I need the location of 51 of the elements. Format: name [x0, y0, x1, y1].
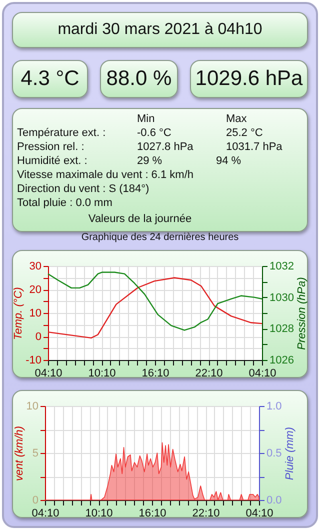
text: Valeurs de la journée [87, 213, 193, 225]
text: Humidité ext. : [17, 155, 88, 167]
y2-tick-label: 1032 [270, 260, 294, 272]
y2-axis-title: Pression (hPa) [296, 276, 308, 350]
text: Pression rel. : [17, 141, 84, 153]
chart-title: Graphique des 24 dernières heures [80, 232, 240, 243]
y2-tick-label: 1030 [270, 292, 294, 304]
y2-tick-label: 0.0 [266, 494, 282, 506]
y2-tick-label: 1.0 [266, 400, 282, 412]
text: Direction du vent : S (184°) [17, 183, 150, 195]
y-tick-label: 10 [29, 308, 42, 320]
x-tick-label: 22:10 [195, 368, 223, 380]
y-tick-label: 0 [35, 331, 42, 343]
y2-tick-label: 0.5 [266, 448, 282, 460]
x-tick-label: 10:10 [85, 508, 113, 520]
text: 1029.6 hPa [190, 60, 308, 98]
text: Température ext. : [17, 127, 106, 139]
line-series [47, 277, 263, 339]
text: 1027.8 hPa [137, 141, 194, 153]
x-tick-label: 04:10 [248, 368, 276, 380]
text: 1031.7 hPa [226, 141, 282, 153]
text: Total pluie : 0.0 mm [17, 197, 112, 209]
text: Vitesse maximale du vent : 6.1 km/h [17, 169, 194, 181]
x-tick-label: 22:10 [192, 508, 220, 520]
y-tick-label: 0 [32, 494, 38, 506]
text: mardi 30 mars 2021 à 04h10 [12, 12, 308, 48]
x-tick-label: 10:10 [88, 368, 116, 380]
text: 25.2 °C [226, 127, 263, 139]
text: -0.6 °C [137, 127, 172, 139]
y-tick-label: 30 [29, 260, 42, 272]
text: 4.3 °C [12, 60, 88, 98]
y-tick-label: -10 [26, 354, 42, 366]
y-tick-label: 5 [32, 448, 38, 460]
x-tick-label: 16:10 [138, 508, 166, 520]
line-series [47, 272, 263, 331]
y-axis-title: vent (km/h) [13, 426, 26, 482]
text: Max [226, 113, 247, 125]
y-tick-label: 20 [29, 284, 42, 296]
y2-tick-label: 1026 [270, 354, 294, 366]
x-tick-label: 04:10 [32, 508, 60, 520]
text: 88.0 % [100, 60, 178, 98]
text: 94 % [216, 155, 242, 167]
y-axis-title: Temp. (°C) [12, 286, 25, 340]
y-tick-label: 10 [26, 400, 38, 412]
text: 29 % [137, 155, 162, 167]
x-tick-label: 04:10 [246, 508, 274, 520]
y2-tick-label: 1028 [270, 323, 294, 336]
x-tick-label: 16:10 [142, 368, 170, 380]
x-tick-label: 04:10 [34, 368, 62, 380]
text: Min [137, 113, 155, 125]
y2-axis-title: Pluie (mm) [284, 426, 296, 480]
